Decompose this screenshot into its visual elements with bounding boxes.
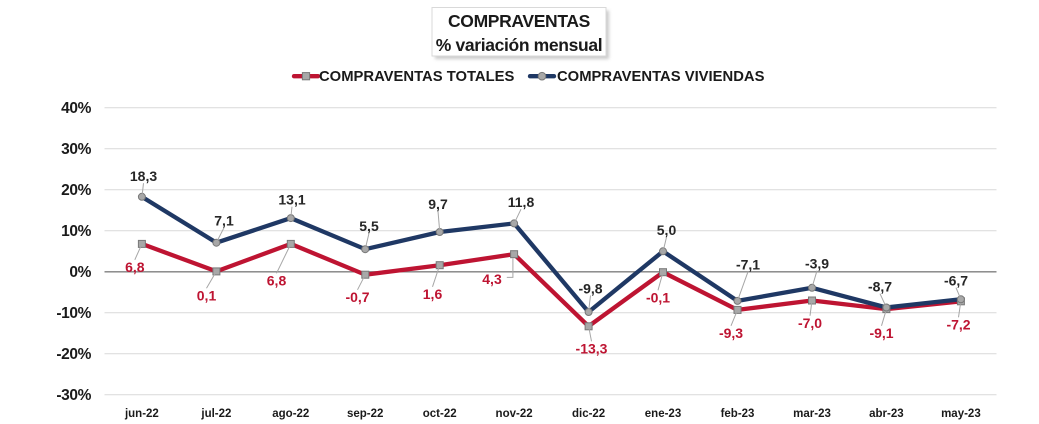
svg-text:0%: 0% bbox=[69, 264, 91, 281]
svg-text:jun-22: jun-22 bbox=[124, 408, 159, 420]
svg-text:6,8: 6,8 bbox=[267, 273, 287, 289]
svg-text:-3,9: -3,9 bbox=[805, 256, 829, 272]
svg-text:mar-23: mar-23 bbox=[793, 408, 831, 420]
svg-text:oct-22: oct-22 bbox=[423, 408, 457, 420]
svg-text:nov-22: nov-22 bbox=[496, 408, 533, 420]
svg-text:30%: 30% bbox=[61, 141, 91, 158]
svg-text:-20%: -20% bbox=[56, 346, 91, 363]
svg-text:COMPRAVENTAS: COMPRAVENTAS bbox=[448, 11, 590, 31]
svg-text:6,8: 6,8 bbox=[125, 259, 145, 275]
svg-text:-9,1: -9,1 bbox=[869, 325, 893, 341]
svg-text:10%: 10% bbox=[61, 223, 91, 240]
svg-text:40%: 40% bbox=[61, 100, 91, 117]
svg-text:5,5: 5,5 bbox=[359, 218, 379, 234]
svg-text:-8,7: -8,7 bbox=[868, 279, 892, 295]
svg-text:ago-22: ago-22 bbox=[272, 408, 309, 420]
svg-text:20%: 20% bbox=[61, 182, 91, 199]
svg-text:9,7: 9,7 bbox=[428, 196, 448, 212]
svg-text:-13,3: -13,3 bbox=[576, 341, 608, 357]
svg-text:jul-22: jul-22 bbox=[200, 408, 231, 420]
svg-text:% variación mensual: % variación mensual bbox=[436, 35, 602, 55]
svg-text:-10%: -10% bbox=[56, 305, 91, 322]
svg-text:-30%: -30% bbox=[56, 387, 91, 404]
svg-text:13,1: 13,1 bbox=[278, 192, 305, 208]
svg-text:feb-23: feb-23 bbox=[721, 408, 755, 420]
svg-text:4,3: 4,3 bbox=[482, 271, 502, 287]
svg-text:18,3: 18,3 bbox=[130, 168, 157, 184]
svg-text:11,8: 11,8 bbox=[508, 194, 535, 210]
svg-text:-9,3: -9,3 bbox=[719, 325, 743, 341]
svg-text:1,6: 1,6 bbox=[423, 286, 443, 302]
svg-text:-0,1: -0,1 bbox=[646, 290, 670, 306]
svg-text:-0,7: -0,7 bbox=[345, 289, 369, 305]
svg-text:-7,1: -7,1 bbox=[736, 257, 760, 273]
svg-text:dic-22: dic-22 bbox=[572, 408, 605, 420]
svg-text:may-23: may-23 bbox=[941, 408, 981, 420]
svg-text:-7,2: -7,2 bbox=[946, 317, 970, 333]
svg-text:abr-23: abr-23 bbox=[869, 408, 904, 420]
svg-text:-7,0: -7,0 bbox=[798, 315, 822, 331]
svg-text:ene-23: ene-23 bbox=[645, 408, 681, 420]
svg-text:sep-22: sep-22 bbox=[347, 408, 383, 420]
svg-text:COMPRAVENTAS VIVIENDAS: COMPRAVENTAS VIVIENDAS bbox=[557, 69, 765, 85]
svg-text:-6,7: -6,7 bbox=[944, 273, 968, 289]
svg-text:5,0: 5,0 bbox=[657, 222, 677, 238]
svg-text:COMPRAVENTAS TOTALES: COMPRAVENTAS TOTALES bbox=[319, 69, 515, 85]
svg-text:7,1: 7,1 bbox=[214, 213, 234, 229]
svg-text:0,1: 0,1 bbox=[197, 288, 217, 304]
svg-text:-9,8: -9,8 bbox=[578, 280, 602, 296]
